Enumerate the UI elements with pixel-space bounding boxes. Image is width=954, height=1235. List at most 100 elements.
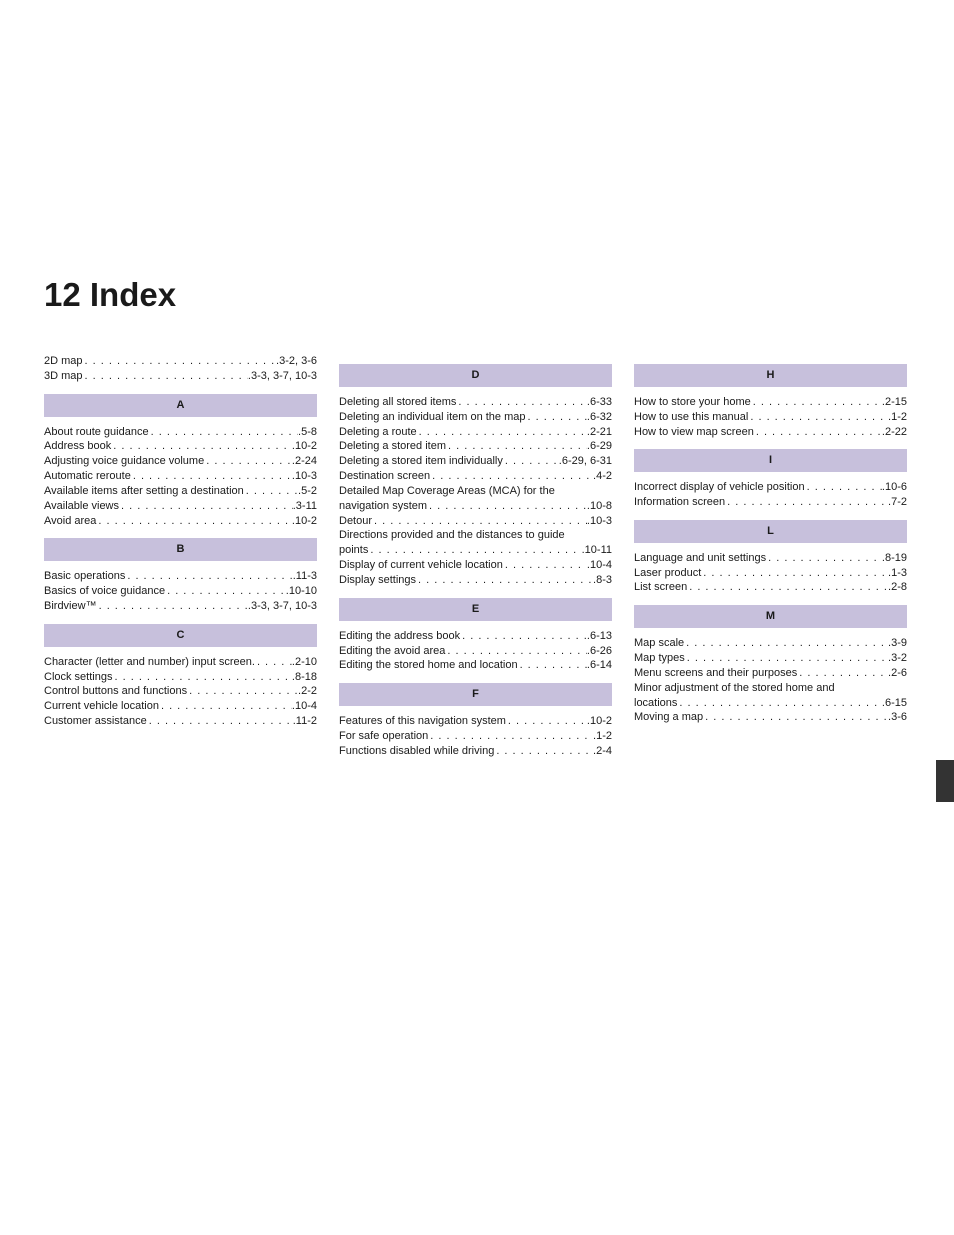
index-entry-label: Clock settings [44,670,112,685]
index-entry-label: locations [634,696,677,711]
index-entry-label: For safe operation [339,729,428,744]
section-header: I [634,449,907,472]
index-entry: Birdview™ . . . . . . . . . . . . . . . … [44,599,317,614]
index-entry-dots: . . . . . . . . . . . . . . . . . . . . … [494,744,593,759]
index-entry: Incorrect display of vehicle position . … [634,480,907,495]
index-entry-dots: . . . . . . . . . . . . . . . . . . . . … [427,499,587,514]
index-entry-page: .1-2 [888,410,907,425]
index-entry-page: .2-24 [292,454,317,469]
index-entry-dots: . . . . . . . . . . . . . . . . . . . . … [111,439,292,454]
index-entry: Destination screen . . . . . . . . . . .… [339,469,612,484]
index-entry-page: .10-2 [292,439,317,454]
index-entry-label: Available items after setting a destinat… [44,484,244,499]
index-entry-dots: . . . . . . . . . . . . . . . . . . . . … [687,580,888,595]
index-entry: Address book . . . . . . . . . . . . . .… [44,439,317,454]
index-entry: Laser product . . . . . . . . . . . . . … [634,566,907,581]
index-entry-page: .3-9 [888,636,907,651]
index-entry-dots: . . . . . . . . . . . . . . . . . . . . … [149,425,298,440]
index-entry-wrap: Directions provided and the distances to… [339,528,612,543]
index-entry-label: Information screen [634,495,725,510]
index-entry-dots: . . . . . . . . . . . . . . . . . . . . … [684,636,888,651]
index-entry-label: points [339,543,368,558]
index-entry-dots: . . . . . . . . . . . . . . . . . . . . … [112,670,291,685]
index-entry-dots: . . . . . . . . . . . . . . . . . . . . … [97,599,248,614]
index-entry-dots: . . . . . . . . . . . . . . . . . . . . … [83,369,248,384]
index-entry-label: Editing the avoid area [339,644,445,659]
index-columns: 2D map . . . . . . . . . . . . . . . . .… [44,354,910,759]
index-entry-dots: . . . . . . . . . . . . . . . . . . . . … [125,569,292,584]
index-entry-page: .10-4 [292,699,317,714]
index-entry-dots: . . . . . . . . . . . . . . . . . . . . … [701,566,888,581]
index-entry: Clock settings . . . . . . . . . . . . .… [44,670,317,685]
index-entry-page: .10-2 [292,514,317,529]
index-entry-label: Deleting an individual item on the map [339,410,526,425]
index-column: HHow to store your home . . . . . . . . … [634,354,907,759]
index-entry-label: Basics of voice guidance [44,584,165,599]
index-entry: Basic operations . . . . . . . . . . . .… [44,569,317,584]
index-entry-page: .3-3, 3-7, 10-3 [248,599,317,614]
index-entry-label: Character (letter and number) input scre… [44,655,255,670]
index-entry-dots: . . . . . . . . . . . . . . . . . . . . … [725,495,888,510]
index-entry-page: .4-2 [593,469,612,484]
index-entry: Control buttons and functions . . . . . … [44,684,317,699]
index-entry-label: Destination screen [339,469,430,484]
index-entry-label: Control buttons and functions [44,684,187,699]
index-entry-page: .10-11 [582,543,612,558]
index-entry-page: .2-10 [292,655,317,670]
index-entry-label: Editing the address book [339,629,460,644]
index-entry-dots: . . . . . . . . . . . . . . . . . . . . … [766,551,882,566]
index-entry-label: Basic operations [44,569,125,584]
index-entry-page: .6-26 [587,644,612,659]
index-entry-label: 2D map [44,354,83,369]
index-entry: Avoid area . . . . . . . . . . . . . . .… [44,514,317,529]
index-entry-label: Laser product [634,566,701,581]
index-entry: Editing the address book . . . . . . . .… [339,629,612,644]
index-entry: Information screen . . . . . . . . . . .… [634,495,907,510]
index-entry-page: .8-19 [882,551,907,566]
index-entry-dots: . . . . . . . . . . . . . . . . . . . . … [255,655,292,670]
section-header: M [634,605,907,628]
index-entry-page: .10-4 [587,558,612,573]
index-entry-page: .10-10 [286,584,317,599]
index-entry-label: Display of current vehicle location [339,558,503,573]
index-entry: Menu screens and their purposes . . . . … [634,666,907,681]
index-entry: Automatic reroute . . . . . . . . . . . … [44,469,317,484]
index-entry-label: Menu screens and their purposes [634,666,797,681]
index-entry-label: Map scale [634,636,684,651]
index-entry-label: Incorrect display of vehicle position [634,480,805,495]
section-header: B [44,538,317,561]
index-entry: Deleting a route . . . . . . . . . . . .… [339,425,612,440]
index-entry-label: Available views [44,499,119,514]
index-entry-dots: . . . . . . . . . . . . . . . . . . . . … [147,714,293,729]
index-entry: Editing the stored home and location . .… [339,658,612,673]
index-entry: Display settings . . . . . . . . . . . .… [339,573,612,588]
index-entry: About route guidance . . . . . . . . . .… [44,425,317,440]
index-entry-dots: . . . . . . . . . . . . . . . . . . . . … [417,425,587,440]
index-entry-page: .2-2 [298,684,317,699]
index-entry: Available views . . . . . . . . . . . . … [44,499,317,514]
index-entry-dots: . . . . . . . . . . . . . . . . . . . . … [372,514,587,529]
index-entry-dots: . . . . . . . . . . . . . . . . . . . . … [446,439,587,454]
index-entry-dots: . . . . . . . . . . . . . . . . . . . . … [797,666,888,681]
index-entry-label: Map types [634,651,685,666]
index-entry-label: List screen [634,580,687,595]
index-entry-page: .10-3 [292,469,317,484]
index-entry-page: .1-2 [593,729,612,744]
index-entry-dots: . . . . . . . . . . . . . . . . . . . . … [445,644,587,659]
index-entry-label: Detour [339,514,372,529]
index-entry-page: .6-13 [587,629,612,644]
index-entry-page: .6-32 [587,410,612,425]
index-entry: navigation system . . . . . . . . . . . … [339,499,612,514]
index-entry-page: .8-18 [292,670,317,685]
index-entry-dots: . . . . . . . . . . . . . . . . . . . . … [703,710,888,725]
index-entry: Deleting a stored item . . . . . . . . .… [339,439,612,454]
index-entry-label: Functions disabled while driving [339,744,494,759]
index-entry-page: .5-8 [298,425,317,440]
index-entry-dots: . . . . . . . . . . . . . . . . . . . . … [204,454,292,469]
index-entry-label: Editing the stored home and location [339,658,518,673]
index-column: DDeleting all stored items . . . . . . .… [339,354,612,759]
section-header: C [44,624,317,647]
index-entry-page: .6-29 [587,439,612,454]
index-entry-page: .2-4 [593,744,612,759]
index-entry-dots: . . . . . . . . . . . . . . . . . . . . … [430,469,593,484]
